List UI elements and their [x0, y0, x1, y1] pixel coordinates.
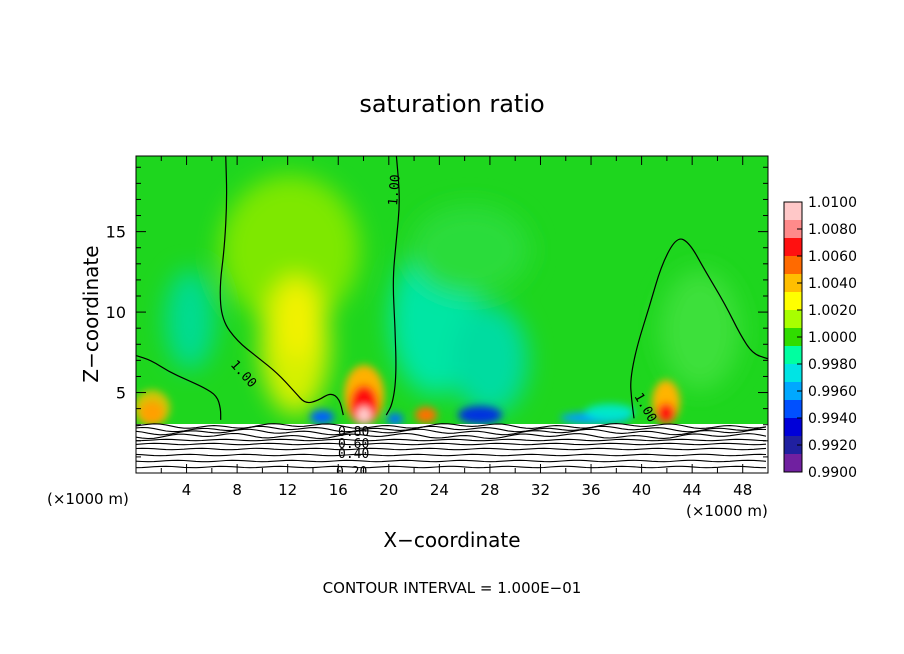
- colorbar: 1.0100 1.0080 1.0060 1.0040 1.0020 1.0000 0.99…: [783, 195, 857, 481]
- y-tick-label: 5: [116, 384, 126, 403]
- x-tick-label: 8: [232, 481, 242, 499]
- colorbar-swatch: [784, 202, 802, 221]
- contour-line: [630, 238, 768, 419]
- colorbar-swatch: [784, 436, 802, 455]
- colorbar-swatch: [784, 382, 802, 401]
- x-unit-label-right: (×1000 m): [686, 502, 768, 520]
- y-axis: 5 10 15: [106, 166, 768, 458]
- colorbar-swatch: [784, 256, 802, 275]
- colorbar-label: 1.0100: [808, 195, 857, 211]
- blob-mid-cyan-b: [452, 305, 528, 415]
- x-tick-label: 48: [733, 481, 752, 499]
- blob-blue-14: [310, 410, 334, 424]
- blob-left-cyan: [165, 270, 215, 370]
- contour-label: 0.80: [338, 425, 369, 440]
- blob-left-orange: [136, 390, 170, 426]
- boundary-contour-line: [136, 453, 767, 457]
- x-tick-label: 28: [480, 481, 499, 499]
- colorbar-label: 1.0020: [808, 303, 857, 319]
- colorbar-label: 1.0060: [808, 249, 857, 265]
- colorbar-swatch: [784, 328, 802, 347]
- colorbar-swatch: [784, 400, 802, 419]
- contour-line: [136, 354, 222, 420]
- colorbar-label: 1.0000: [808, 330, 857, 346]
- contour-label: 0.20: [336, 465, 367, 480]
- colorbar-swatch: [784, 346, 802, 365]
- colorbar-label: 0.9920: [808, 438, 857, 454]
- plot-frame: [135, 155, 769, 474]
- boundary-contour-line: [136, 442, 767, 446]
- x-tick-label: 36: [581, 481, 600, 499]
- blob-cyan-38: [585, 404, 635, 420]
- contour-label: 1.00: [386, 174, 404, 207]
- x-tick-label: 16: [329, 481, 348, 499]
- y-tick-label: 15: [106, 223, 126, 242]
- x-tick-label: 20: [379, 481, 398, 499]
- colorbar-label: 0.9960: [808, 384, 857, 400]
- colorbar-swatch: [784, 364, 802, 383]
- blob-blue-20: [387, 413, 403, 425]
- x-axis: 4 8 12 16 20 24 28 32 36 40 44 48: [160, 156, 752, 499]
- x-tick-label: 4: [182, 481, 192, 499]
- plot-area: 1.00 1.00 1.00 0.80 0.60 0.40 0.20: [136, 156, 768, 480]
- boundary-contour-line: [136, 465, 767, 469]
- boundary-contour-line: [136, 447, 767, 451]
- boundary-contour-line: [136, 432, 767, 440]
- blob-right-green: [660, 270, 740, 390]
- contour-label: 0.40: [338, 447, 369, 462]
- colorbar-swatch: [784, 238, 802, 257]
- x-tick-label: 12: [278, 481, 297, 499]
- x-tick-label: 40: [632, 481, 651, 499]
- blob-mid-green: [410, 205, 530, 295]
- colorbar-swatch: [784, 418, 802, 437]
- blob-orange-22: [415, 407, 437, 423]
- chart-title: saturation ratio: [359, 90, 544, 118]
- boundary-contour-line: [136, 459, 767, 463]
- field-small-blobs: [136, 365, 680, 426]
- contour-line: [219, 156, 344, 416]
- colorbar-swatch: [784, 292, 802, 311]
- colorbar-label: 0.9940: [808, 411, 857, 427]
- boundary-contour-line: [136, 423, 767, 429]
- contour-interval-note: CONTOUR INTERVAL = 1.000E−01: [323, 579, 582, 597]
- colorbar-label: 1.0080: [808, 222, 857, 238]
- x-unit-label-left: (×1000 m): [47, 490, 129, 508]
- blob-upper-left-yellow: [220, 175, 360, 325]
- x-tick-label: 24: [430, 481, 449, 499]
- blob-right-red: [657, 403, 675, 423]
- boundary-layer-lines: [136, 423, 767, 469]
- field-blobs: [165, 175, 740, 415]
- colorbar-label: 0.9980: [808, 357, 857, 373]
- blob-hot-white: [357, 407, 371, 423]
- colorbar-swatch: [784, 310, 802, 329]
- boundary-contour-line: [136, 438, 767, 442]
- blob-central-light: [280, 280, 316, 360]
- colorbar-swatch: [784, 220, 802, 239]
- boundary-layer: [136, 423, 768, 473]
- contour-lines: [136, 156, 768, 420]
- boundary-contour-line: [136, 428, 767, 436]
- contour-line: [385, 156, 400, 416]
- y-tick-label: 10: [106, 303, 126, 322]
- blob-blue-27: [458, 406, 502, 424]
- colorbar-swatch: [784, 274, 802, 293]
- colorbar-swatch: [784, 454, 802, 473]
- colorbar-label: 0.9900: [808, 465, 857, 481]
- y-axis-label: Z−coordinate: [79, 245, 103, 382]
- x-tick-label: 44: [683, 481, 702, 499]
- colorbar-label: 1.0040: [808, 276, 857, 292]
- contour-label: 0.60: [338, 437, 369, 452]
- x-axis-label: X−coordinate: [383, 528, 520, 552]
- x-tick-label: 32: [531, 481, 550, 499]
